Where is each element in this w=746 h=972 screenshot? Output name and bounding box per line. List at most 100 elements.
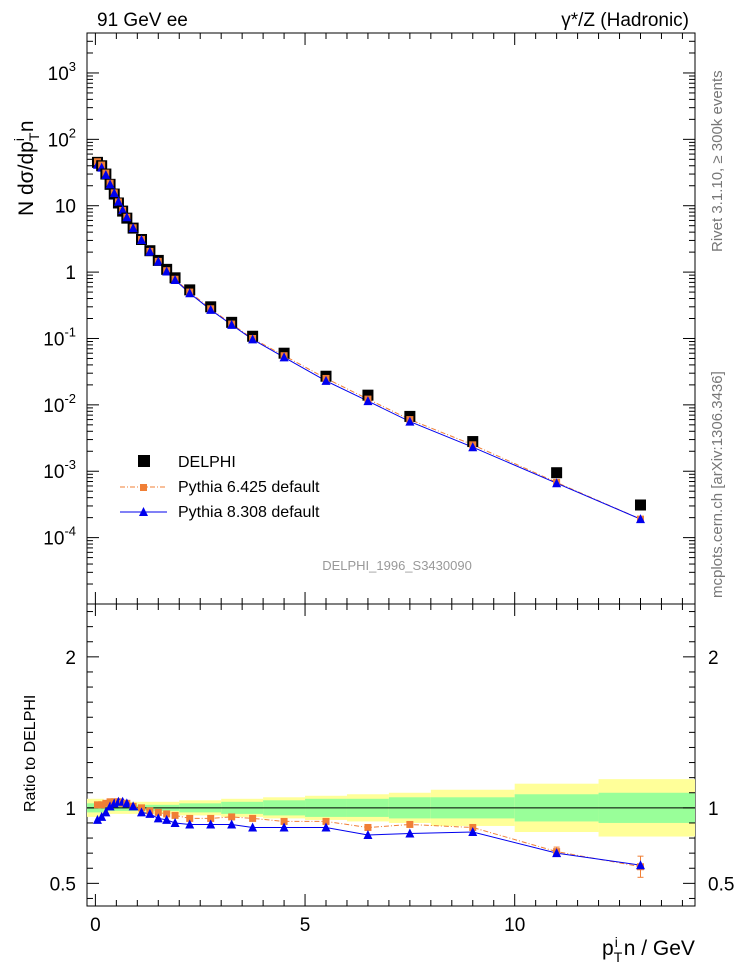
pythia8-point <box>227 319 237 329</box>
y-ratio-tick-label-right: 1 <box>708 799 719 820</box>
pythia8-ratio-point <box>206 819 216 829</box>
pythia8-point <box>105 179 115 189</box>
legend-label-pythia8: Pythia 8.308 default <box>178 504 320 521</box>
delphi-point <box>362 389 374 401</box>
legend-marker-pythia6 <box>140 484 147 491</box>
y-ratio-tick-label-right: 2 <box>708 648 719 669</box>
pythia8-ratio-point <box>105 801 115 811</box>
y-main-tick-label: 10-1 <box>43 324 76 350</box>
pythia6-ratio-point <box>249 814 257 822</box>
pythia8-ratio-point <box>635 860 645 870</box>
y-main-tick-label: 103 <box>48 59 76 85</box>
ratio-panel-frame <box>86 603 696 907</box>
legend: DELPHI Pythia 6.425 default Pythia 8.308… <box>120 454 320 521</box>
x-tick-label: 5 <box>300 915 311 936</box>
y-ratio-tick-label-right: 0.5 <box>708 874 734 895</box>
y-axis-title-main: N dσ/dpTi n <box>11 120 42 216</box>
pythia6-ratio-point <box>98 801 106 809</box>
pythia8-ratio-point <box>468 827 478 837</box>
pythia8-ratio-point <box>162 814 172 824</box>
pythia8-ratio-point <box>145 808 155 818</box>
y-main-tick-label: 102 <box>48 125 76 151</box>
y-main-tick-label: 10-2 <box>43 391 76 417</box>
pythia6-ratio-point <box>280 817 288 825</box>
pythia6-ratio-point <box>406 820 414 828</box>
legend-label-delphi: DELPHI <box>178 454 236 471</box>
pythia8-ratio-point <box>248 822 258 832</box>
x-axis-title: pTi n / GeV <box>602 934 695 965</box>
y-main-tick-label: 10-3 <box>43 457 76 483</box>
pythia8-point <box>405 416 415 426</box>
legend-label-pythia6: Pythia 6.425 default <box>178 479 320 496</box>
pythia8-point <box>635 514 645 524</box>
pythia8-ratio-point <box>153 813 163 823</box>
y-ratio-tick-label: 1 <box>65 799 76 820</box>
delphi-point <box>634 499 646 511</box>
pythia8-ratio-point <box>321 822 331 832</box>
pythia8-point <box>145 246 155 256</box>
pythia8-point <box>552 478 562 488</box>
header-left: 91 GeV ee <box>97 10 188 31</box>
x-tick-label: 0 <box>90 915 101 936</box>
pythia8-ratio-point <box>122 798 132 808</box>
pythia8-ratio-point <box>363 830 373 840</box>
y-ratio-tick-label: 2 <box>65 648 76 669</box>
pythia8-point <box>162 266 172 276</box>
side-label-rivet: Rivet 3.1.10, ≥ 300k events <box>709 70 726 252</box>
pythia8-point <box>153 256 163 266</box>
pythia8-point <box>468 442 478 452</box>
y-main-tick-label: 10-4 <box>43 524 76 550</box>
data-markers <box>91 156 646 878</box>
legend-marker-pythia8 <box>139 507 148 516</box>
pythia8-ratio-point <box>97 811 107 821</box>
pythia8-ratio-point <box>279 822 289 832</box>
pythia8-ratio-point <box>185 819 195 829</box>
y-ratio-tick-label: 0.5 <box>50 874 76 895</box>
pythia6-ratio-point <box>163 810 171 818</box>
pythia8-ratio-point <box>137 807 147 817</box>
pythia8-point <box>248 334 258 344</box>
pythia8-ratio-point <box>92 814 102 824</box>
pythia8-point <box>206 304 216 314</box>
pythia6-ratio-point <box>102 799 110 807</box>
pythia8-ratio-point <box>101 807 111 817</box>
pythia8-ratio-point <box>227 819 237 829</box>
pythia8-point <box>122 212 132 222</box>
y-main-tick-label: 10 <box>55 197 76 218</box>
y-axis-title-ratio: Ratio to DELPHI <box>22 695 39 812</box>
pythia8-ratio-point <box>552 848 562 858</box>
pythia8-point <box>118 205 128 215</box>
axis-ticks <box>87 32 695 906</box>
side-label-mcplots: mcplots.cern.ch [arXiv:1306.3436] <box>709 371 726 598</box>
pythia8-point <box>279 352 289 362</box>
y-main-tick-label: 1 <box>65 263 76 284</box>
pythia8-ratio-point <box>128 801 138 811</box>
pythia6-ratio-point <box>364 823 372 831</box>
pythia6-ratio-point <box>322 817 330 825</box>
pythia6-ratio-point <box>207 814 215 822</box>
pythia6-ratio-point <box>171 811 179 819</box>
pythia8-ratio-point <box>405 828 415 838</box>
pythia8-point <box>363 396 373 406</box>
analysis-watermark: DELPHI_1996_S3430090 <box>322 558 472 573</box>
pythia6-ratio-point <box>228 813 236 821</box>
x-tick-label: 10 <box>504 915 525 936</box>
legend-marker-delphi <box>138 455 150 467</box>
pythia8-ratio-point <box>170 817 180 827</box>
pythia8-point <box>137 234 147 244</box>
pythia8-point <box>321 375 331 385</box>
delphi-point <box>551 467 563 479</box>
pythia8-point <box>113 196 123 206</box>
ratio-uncertainty-bands <box>87 779 695 837</box>
pythia6-ratio-point <box>93 801 101 809</box>
pythia8-point <box>170 275 180 285</box>
pythia6-ratio-point <box>154 808 162 816</box>
pythia6-ratio-point <box>186 814 194 822</box>
header-right: γ*/Z (Hadronic) <box>561 10 689 31</box>
pythia8-point <box>185 288 195 298</box>
pythia8-point <box>101 170 111 180</box>
pythia8-point <box>128 223 138 233</box>
pythia8-point <box>109 188 119 198</box>
